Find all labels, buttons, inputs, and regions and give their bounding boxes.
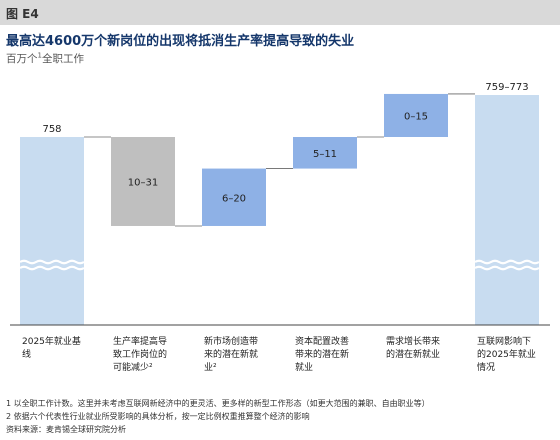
- bar-2: [111, 137, 175, 226]
- chart-subtitle: 百万个1全职工作: [6, 51, 84, 66]
- category-label-5-line-1: 需求增长带来: [386, 335, 440, 347]
- header-bar: [0, 0, 560, 25]
- axis-break-2-2: [474, 265, 540, 271]
- category-label-2-line-1: 生产率提高导: [113, 335, 167, 347]
- category-label-3-line-3: 业²: [204, 362, 217, 373]
- footnote-1: 1 以全职工作计数。这里并未考虑互联网新经济中的更灵活、更多样的新型工作形态（如…: [6, 399, 430, 408]
- source-note: 资料来源：麦肯锡全球研究院分析: [6, 425, 126, 434]
- value-label-2: 10–31: [128, 177, 158, 188]
- axis-break-1-2: [19, 265, 85, 271]
- footnote-2: 2 依据六个代表性行业就业所受影响的具体分析，按一定比例权重推算整个经济的影响: [6, 412, 310, 421]
- category-label-1-line-2: 线: [22, 348, 31, 360]
- category-label-5-line-2: 的潜在新就业: [386, 348, 440, 360]
- category-label-6-line-1: 互联网影响下: [477, 335, 531, 347]
- category-label-2-line-3: 可能减少²: [113, 361, 153, 373]
- bar-6: [475, 95, 539, 325]
- value-label-1: 758: [42, 124, 61, 135]
- subtitle-unit: 百万个: [6, 53, 38, 65]
- category-label-4-line-2: 带来的潜在新: [295, 348, 349, 360]
- category-label-4-line-1: 资本配置改善: [295, 335, 349, 347]
- value-label-3: 6–20: [222, 193, 246, 204]
- category-label-2-line-2: 致工作岗位的: [113, 348, 167, 360]
- value-label-5: 0–15: [404, 111, 428, 122]
- category-label-6-line-2: 的2025年就业: [477, 348, 536, 360]
- axis-break-2-1: [474, 259, 540, 265]
- bar-3: [202, 168, 266, 226]
- category-label-4-line-3: 就业: [295, 361, 313, 373]
- category-label-3-line-1: 新市场创造带: [204, 335, 258, 347]
- footnotes: 1 以全职工作计数。这里并未考虑互联网新经济中的更灵活、更多样的新型工作形态（如…: [6, 397, 430, 436]
- bar-1: [20, 137, 84, 325]
- category-label-3-line-2: 来的潜在新就: [204, 348, 258, 360]
- value-label-4: 5–11: [313, 149, 337, 160]
- category-label-6-line-3: 情况: [477, 361, 495, 373]
- category-label-1-line-1: 2025年就业基: [22, 335, 81, 347]
- subtitle-footnote-mark: 1: [37, 51, 42, 60]
- chart-title: 最高达4600万个新岗位的出现将抵消生产率提高导致的失业: [6, 34, 355, 49]
- figure-label: 图 E4: [6, 7, 39, 21]
- value-label-6: 759–773: [485, 82, 528, 93]
- axis-break-1-1: [19, 259, 85, 265]
- bar-5: [384, 93, 448, 137]
- subtitle-unit-rest: 全职工作: [41, 53, 84, 65]
- bar-4: [293, 137, 357, 169]
